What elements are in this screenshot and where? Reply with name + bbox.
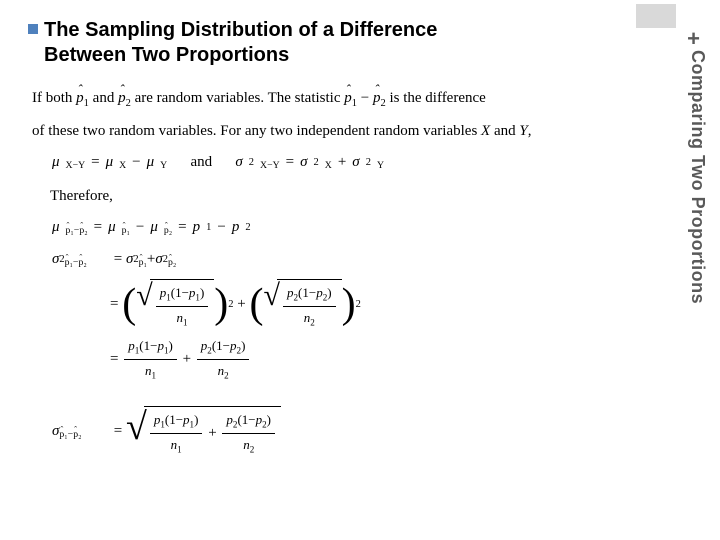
t: are random variables. The statistic (135, 90, 345, 106)
phat1: p (76, 86, 84, 112)
t: and (494, 123, 519, 139)
sigma-final: σp₁−p₂ = √ p1(1−p1)n1 + p2(1−p2)n2 (52, 406, 692, 458)
body-text: If both p1 and p2 are random variables. … (28, 86, 692, 458)
line1: If both p1 and p2 are random variables. … (32, 86, 692, 113)
t: of these two random variables. For any t… (32, 123, 481, 139)
Y: Y (519, 123, 527, 139)
phat2b: p (373, 86, 381, 112)
X: X (481, 123, 490, 139)
eq-mean-var: μX−Y = μX − μY and σ2X−Y = σ2X + σ2Y (52, 150, 692, 176)
t: is the difference (389, 90, 485, 106)
and: and (190, 150, 212, 176)
phat1b: p (344, 86, 352, 112)
title-rest: Sampling Distribution of a Difference Be… (44, 19, 437, 66)
t: and (93, 90, 118, 106)
t: , (528, 123, 532, 139)
therefore: Therefore, (50, 184, 692, 210)
t: If both (32, 90, 76, 106)
derivation: σ2p₁−p₂ = σ2p₁ + σ2p₂ = ( √ p1(1−p1)n1 )… (52, 245, 692, 458)
plus-icon: + (687, 26, 700, 52)
p2: p (232, 215, 240, 241)
p1: p (193, 215, 201, 241)
bullet-icon (28, 24, 38, 34)
sigma-sq-line2: = ( √ p1(1−p1)n1 )2 + ( √ p2(1−p2)n2 )2 (52, 279, 692, 331)
line2: of these two random variables. For any t… (32, 119, 692, 145)
phat2: p (118, 86, 126, 112)
title-lead: The (44, 19, 80, 41)
sidebar-label: Comparing Two Proportions (687, 50, 708, 304)
slide: + Comparing Two Proportions The Sampling… (0, 0, 720, 540)
title-row: The Sampling Distribution of a Differenc… (28, 18, 692, 68)
page-title: The Sampling Distribution of a Differenc… (44, 18, 524, 68)
corner-box (636, 4, 676, 28)
sigma-sq-line1: σ2p₁−p₂ = σ2p₁ + σ2p₂ (52, 245, 692, 275)
eq-mu-phat: μp₁−p₂ = μp₁ − μp₂ = p1 − p2 (52, 215, 692, 241)
sigma-sq-line3: = p1(1−p1)n1 + p2(1−p2)n2 (52, 335, 692, 384)
